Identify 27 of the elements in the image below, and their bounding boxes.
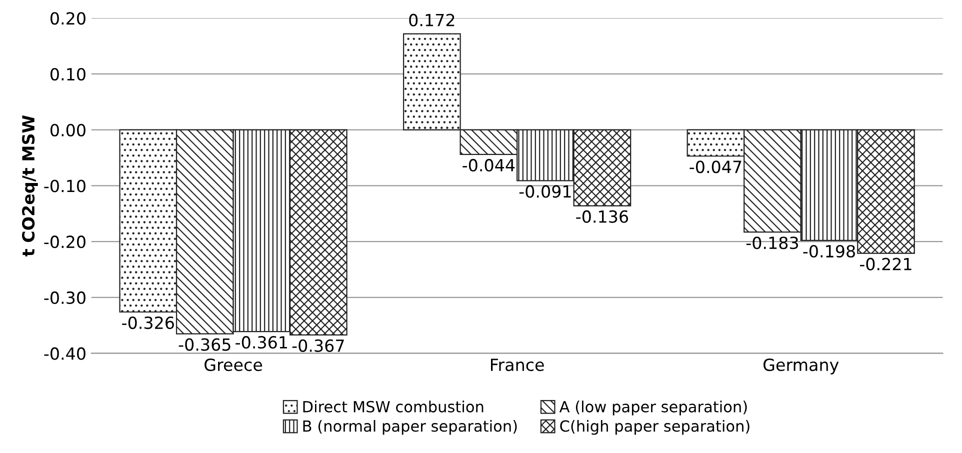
data-label: -0.198: [803, 244, 855, 258]
data-label: -0.047: [690, 160, 742, 174]
data-label: -0.326: [122, 316, 174, 330]
x-tick-label: France: [491, 358, 544, 372]
x-tick-label: Germany: [764, 358, 839, 374]
data-label: 0.172: [409, 14, 454, 26]
legend-label: A (low paper separation): [559, 400, 747, 416]
y-tick-label: -0.40: [44, 347, 86, 360]
y-tick-label: -0.30: [44, 291, 86, 304]
data-label: -0.091: [519, 185, 571, 198]
data-label: -0.365: [178, 338, 230, 351]
y-tick-label: -0.10: [44, 180, 86, 192]
data-label: -0.183: [746, 236, 798, 250]
x-tick-label: Greece: [204, 358, 262, 372]
y-axis-title: t CO2eq/t MSW: [22, 115, 38, 256]
y-tick-label: 0.20: [50, 12, 86, 25]
data-label: -0.361: [236, 336, 287, 349]
y-tick-label: -0.20: [44, 236, 86, 248]
legend-label: Direct MSW combustion: [303, 400, 484, 412]
data-label: -0.221: [860, 258, 912, 270]
data-label: -0.367: [292, 339, 344, 352]
y-tick-label: 0.00: [50, 124, 86, 136]
y-tick-label: 0.10: [50, 68, 86, 81]
legend-label: C(high paper separation): [560, 420, 750, 435]
legend-label: B (normal paper separation): [303, 420, 517, 435]
data-label: -0.044: [462, 158, 515, 172]
data-label: -0.136: [576, 210, 628, 223]
